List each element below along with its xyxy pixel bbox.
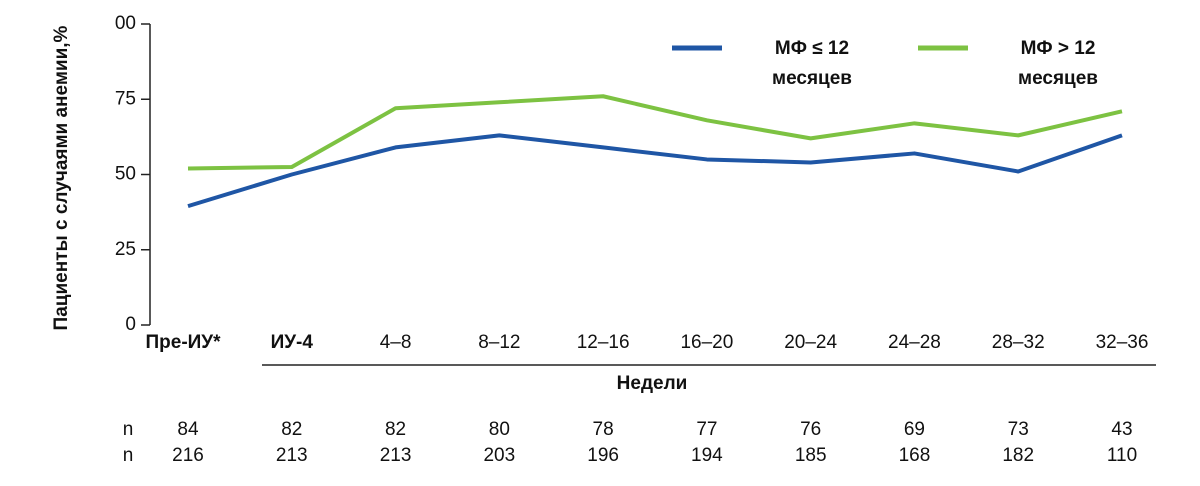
- n-value: 82: [385, 419, 406, 440]
- n-value: 69: [904, 419, 925, 440]
- legend-label: МФ ≤ 12 месяцев: [772, 38, 852, 89]
- n-value: 203: [483, 445, 515, 466]
- n-value: 80: [489, 419, 510, 440]
- x-tick-label: 16–20: [680, 332, 733, 353]
- y-tick-label: 0: [125, 314, 136, 335]
- x-tick-label: 12–16: [577, 332, 630, 353]
- y-tick-label: 50: [115, 164, 136, 185]
- y-tick-label: 00: [115, 13, 136, 34]
- y-axis-label: Пациенты с случаями анемии,%: [51, 25, 72, 331]
- x-axis-label: Недели: [617, 373, 688, 394]
- x-tick-label: 28–32: [992, 332, 1045, 353]
- x-tick-label: Пре-ИУ*: [145, 332, 221, 353]
- line-series: [187, 94, 1123, 171]
- n-value: 168: [899, 445, 931, 466]
- n-value: 73: [1008, 419, 1029, 440]
- n-value: 43: [1111, 419, 1132, 440]
- n-value: 213: [276, 445, 308, 466]
- x-tick-label: ИУ-4: [271, 332, 314, 353]
- n-value: 194: [691, 445, 723, 466]
- n-value: 182: [1002, 445, 1034, 466]
- n-label: n: [123, 419, 134, 440]
- n-value: 110: [1107, 445, 1137, 466]
- n-value: 82: [281, 419, 302, 440]
- line-series: [187, 133, 1123, 209]
- legend-label: МФ > 12 месяцев: [1018, 38, 1098, 89]
- x-tick-label: 4–8: [380, 332, 412, 353]
- n-value: 77: [696, 419, 717, 440]
- n-value: 216: [172, 445, 204, 466]
- y-tick-label: 75: [115, 88, 136, 109]
- x-tick-label: 8–12: [478, 332, 520, 353]
- n-value: 78: [593, 419, 614, 440]
- n-label: n: [123, 445, 134, 466]
- n-value: 185: [795, 445, 827, 466]
- n-value: 84: [177, 419, 199, 440]
- n-value: 213: [380, 445, 412, 466]
- x-tick-label: 24–28: [888, 332, 941, 353]
- n-value: 196: [587, 445, 619, 466]
- x-tick-label: 32–36: [1096, 332, 1149, 353]
- x-tick-label: 20–24: [784, 332, 837, 353]
- y-tick-label: 25: [115, 239, 136, 260]
- n-value: 76: [800, 419, 821, 440]
